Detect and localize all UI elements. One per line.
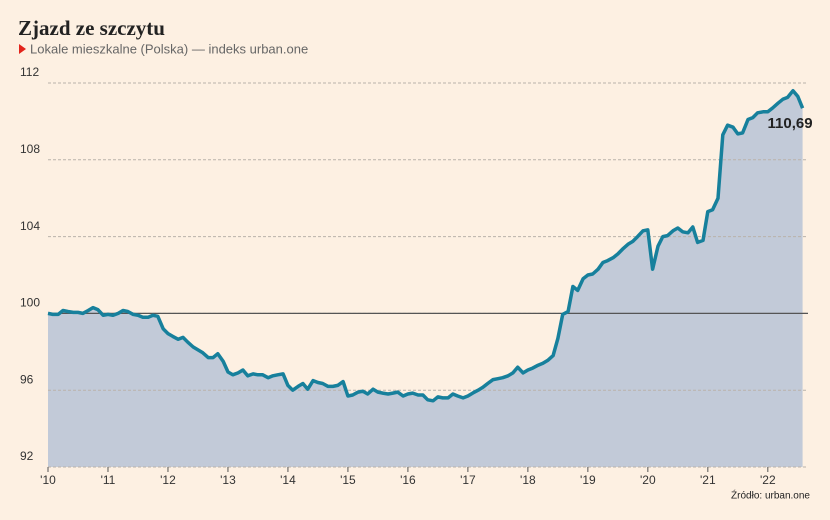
area (48, 90, 803, 467)
y-tick-label: 112 (20, 65, 39, 79)
x-tick-label: '10 (40, 473, 56, 487)
x-tick-label: '19 (580, 473, 596, 487)
chart-title: Zjazd ze szczytu (18, 16, 165, 40)
x-tick-label: '16 (400, 473, 416, 487)
subtitle-marker (19, 44, 26, 54)
x-tick-label: '17 (460, 473, 476, 487)
x-tick-label: '21 (700, 473, 716, 487)
x-tick-label: '15 (340, 473, 356, 487)
x-tick-label: '12 (160, 473, 176, 487)
y-tick-label: 100 (20, 296, 40, 310)
x-tick-label: '18 (520, 473, 536, 487)
y-tick-label: 108 (20, 142, 40, 156)
x-tick-label: '11 (101, 473, 116, 487)
x-tick-label: '22 (760, 473, 776, 487)
x-tick-label: '14 (280, 473, 296, 487)
annotation: 110,69 (768, 115, 813, 132)
y-tick-label: 104 (20, 219, 40, 233)
chart-subtitle: Lokale mieszkalne (Polska) — indeks urba… (30, 41, 308, 56)
y-tick-label: 96 (20, 372, 34, 386)
source: Źródło: urban.one (731, 489, 810, 502)
y-tick-label: 92 (20, 449, 34, 463)
x-tick-label: '13 (220, 473, 236, 487)
line (47, 88, 805, 403)
x-tick-label: '20 (640, 473, 656, 487)
